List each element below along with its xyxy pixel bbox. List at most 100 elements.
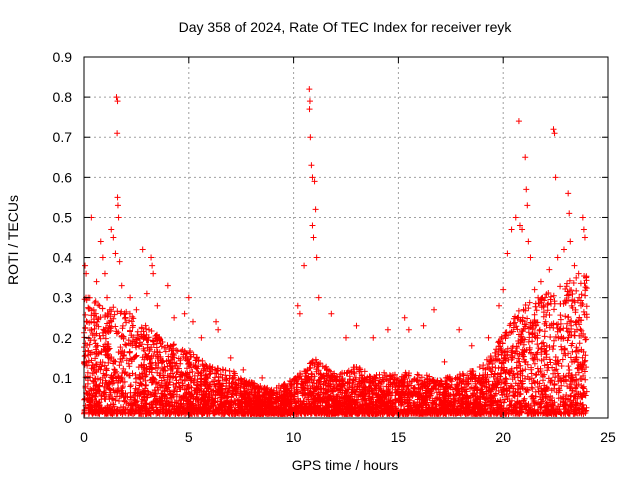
data-point (306, 98, 313, 105)
data-points (82, 86, 589, 389)
data-point (240, 366, 247, 373)
x-tick-label: 20 (495, 429, 511, 445)
data-point (150, 270, 157, 277)
data-point (546, 266, 553, 273)
y-tick-label: 0.3 (53, 290, 73, 306)
x-axis-label: GPS time / hours (292, 457, 399, 473)
data-point (308, 162, 315, 169)
data-point (148, 254, 155, 261)
data-point (580, 226, 587, 233)
data-point (133, 306, 140, 313)
x-axis-ticks: 0 5 10 15 20 25 (80, 57, 616, 445)
data-point (149, 262, 156, 269)
y-tick-label: 0.8 (53, 89, 73, 105)
plot-frame (83, 56, 609, 419)
data-point (343, 334, 349, 341)
data-point (579, 214, 586, 221)
y-tick-label: 0.1 (53, 370, 73, 386)
data-point (485, 334, 492, 341)
data-point (110, 234, 117, 241)
x-tick-label: 5 (185, 429, 193, 445)
data-point (213, 318, 220, 325)
data-point (114, 98, 121, 105)
data-point (524, 202, 531, 209)
y-axis-ticks: 0 0.1 0.2 0.3 0.4 0.5 0.6 0.7 0.8 0.9 (53, 49, 608, 426)
data-point (554, 254, 561, 261)
data-point (566, 210, 573, 217)
data-point (312, 206, 319, 213)
data-point (154, 302, 161, 309)
data-point (525, 238, 532, 245)
x-tick-label: 15 (391, 429, 407, 445)
data-point (139, 246, 146, 253)
data-point (164, 282, 171, 289)
data-point (310, 234, 317, 241)
data-point (522, 154, 529, 161)
y-tick-label: 0.7 (53, 129, 73, 145)
data-point (301, 262, 308, 269)
data-point (296, 310, 303, 317)
data-point (104, 294, 111, 301)
data-point (441, 358, 448, 365)
data-point (550, 126, 557, 133)
x-tick-label: 10 (286, 429, 302, 445)
y-tick-label: 0.6 (53, 169, 73, 185)
data-point (118, 282, 125, 289)
data-point (171, 314, 178, 321)
data-point (496, 302, 503, 309)
data-point (313, 254, 320, 261)
data-point (198, 334, 205, 341)
data-point (115, 214, 122, 221)
data-point (215, 326, 222, 333)
data-point (571, 262, 578, 269)
data-point (101, 270, 108, 277)
data-point (527, 254, 534, 261)
data-point (311, 178, 318, 185)
data-point (575, 270, 582, 277)
x-tick-label: 25 (600, 429, 616, 445)
data-point (127, 294, 134, 301)
data-point (519, 226, 526, 233)
data-point (99, 254, 106, 261)
data-point (315, 294, 322, 301)
grid-lines (84, 57, 608, 418)
data-point (560, 246, 567, 253)
data-point (582, 274, 589, 281)
data-point (114, 130, 121, 137)
data-point (116, 258, 123, 265)
data-point (309, 174, 316, 181)
data-point (112, 250, 119, 257)
data-point (515, 118, 522, 125)
y-axis-label: ROTI / TECUs (5, 195, 21, 285)
data-point (420, 322, 427, 329)
data-point (82, 262, 89, 269)
data-point (114, 194, 121, 201)
data-point (114, 202, 121, 209)
data-point (294, 302, 301, 309)
data-point (405, 326, 412, 333)
data-point (259, 374, 266, 381)
y-tick-label: 0.5 (53, 209, 73, 225)
data-point (531, 286, 538, 293)
data-point (189, 318, 196, 325)
data-point (565, 190, 572, 197)
data-point (537, 278, 544, 285)
data-point (307, 134, 314, 141)
data-point (552, 174, 559, 181)
data-point (353, 322, 360, 329)
data-point (306, 106, 313, 113)
data-point (181, 310, 188, 317)
data-point (508, 226, 515, 233)
data-point (306, 86, 313, 93)
data-point (143, 290, 150, 297)
data-point (468, 342, 475, 349)
data-point (93, 278, 100, 285)
data-point (581, 234, 588, 241)
data-point (551, 130, 558, 137)
data-point (523, 186, 530, 193)
y-tick-label: 0 (64, 410, 72, 426)
data-point (516, 222, 523, 229)
data-point (567, 238, 574, 245)
data-point (113, 94, 120, 101)
